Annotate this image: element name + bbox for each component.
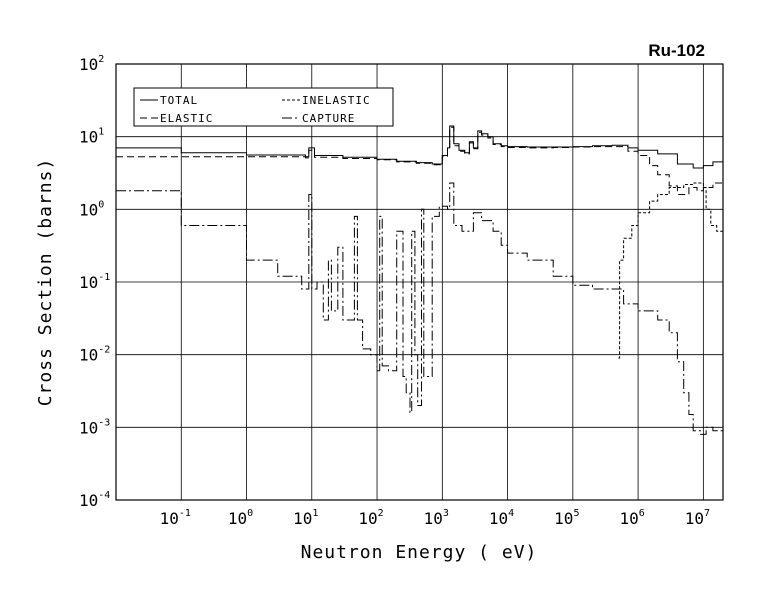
y-tick-label: 10-4 <box>79 490 110 510</box>
x-tick-label: 101 <box>293 508 318 528</box>
x-tick-label: 10-1 <box>160 508 191 528</box>
y-tick-label: 100 <box>79 199 104 219</box>
grid <box>116 63 723 501</box>
y-tick-label: 10-1 <box>79 272 110 292</box>
legend-box <box>133 87 394 127</box>
legend-label: INELASTIC <box>302 94 371 107</box>
chart-title: Ru-102 <box>648 41 705 60</box>
x-tick-label: 100 <box>228 508 253 528</box>
y-tick-label: 101 <box>79 127 104 147</box>
legend: TOTAL ELASTIC INELASTIC CAPTURE <box>133 87 394 127</box>
y-tick-label: 10-3 <box>79 417 110 437</box>
series-inelastic-line <box>618 182 724 359</box>
x-tick-label: 103 <box>424 508 449 528</box>
tick-labels: 10-1 100 101 102 103 104 105 106 107 102 101 100 10-… <box>79 54 710 528</box>
series-layer <box>116 125 724 435</box>
series-elastic-line <box>116 126 724 195</box>
x-tick-label: 106 <box>619 508 644 528</box>
x-tick-label: 102 <box>358 508 383 528</box>
x-tick-label: 104 <box>489 508 514 528</box>
legend-label: ELASTIC <box>160 112 213 125</box>
x-tick-label: 107 <box>685 508 710 528</box>
y-tick-label: 102 <box>79 54 104 74</box>
x-axis-label: Neutron Energy ( eV) <box>301 542 538 563</box>
series-total-line <box>116 125 724 169</box>
legend-label: TOTAL <box>160 94 198 107</box>
legend-label: CAPTURE <box>302 112 355 125</box>
x-tick-label: 105 <box>554 508 579 528</box>
series-capture-line <box>116 182 724 435</box>
y-tick-label: 10-2 <box>79 345 110 365</box>
plot-frame <box>115 63 724 501</box>
y-axis-label: Cross Section (barns) <box>35 158 56 407</box>
